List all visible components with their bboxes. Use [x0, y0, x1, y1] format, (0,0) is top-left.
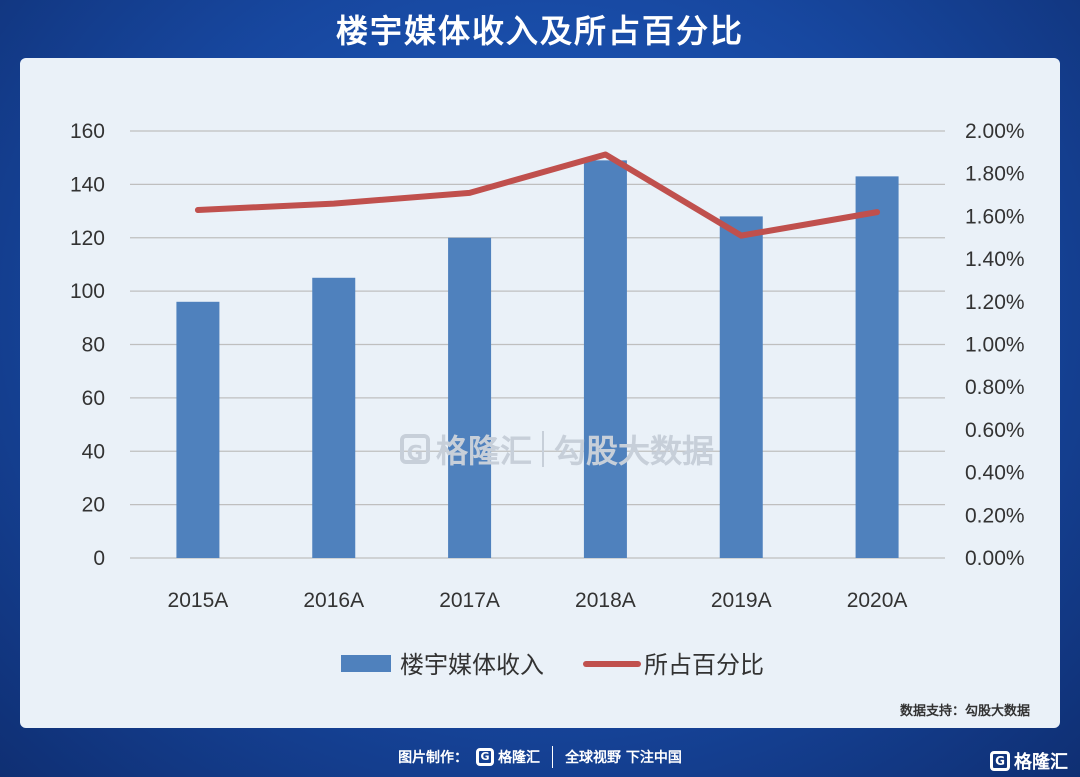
y2-tick-label: 1.60%: [965, 205, 1025, 228]
corner-logo-icon: G: [990, 751, 1010, 771]
y-tick-label: 0: [93, 547, 105, 570]
line-point: [739, 234, 743, 238]
bar: [855, 176, 899, 558]
footer-made-by: 图片制作：: [398, 750, 469, 766]
source-label: 数据支持：勾股大数据: [899, 704, 1030, 719]
corner-brand-text: 格隆汇: [1014, 752, 1068, 773]
bar: [448, 237, 492, 558]
y-tick-label: 60: [82, 387, 105, 410]
y2-tick-label: 1.80%: [965, 163, 1025, 186]
footer-divider: [552, 746, 554, 768]
line-point: [603, 152, 607, 156]
chart-panel: 0 20 40 60 80 100 120 140 160 0.00% 0.20% 0.40% 0.60…: [20, 58, 1060, 728]
y2-tick-label: 0.80%: [965, 376, 1025, 399]
corner-brand: G 格隆汇: [990, 748, 1068, 774]
line-point: [196, 208, 200, 212]
y-tick-label: 20: [82, 494, 105, 517]
bar: [719, 216, 763, 558]
y2-tick-label: 0.20%: [965, 504, 1025, 527]
x-tick-label: 2019A: [711, 589, 772, 612]
watermark-divider: [542, 431, 545, 467]
y2-tick-label: 1.00%: [965, 334, 1025, 357]
y-tick-label: 160: [70, 120, 105, 143]
y2-tick-label: 1.40%: [965, 248, 1025, 271]
footer-logo-icon: G: [476, 748, 495, 766]
x-tick-label: 2017A: [439, 589, 500, 612]
watermark-product: 勾股大数据: [554, 432, 715, 470]
legend-bar-swatch: [341, 655, 391, 672]
bar: [176, 301, 220, 558]
y-tick-label: 120: [70, 227, 105, 250]
y-tick-label: 140: [70, 173, 105, 196]
watermark-brand: 格隆汇: [436, 432, 533, 470]
x-tick-label: 2020A: [847, 589, 908, 612]
y2-tick-label: 0.60%: [965, 419, 1025, 442]
chart-svg: 0 20 40 60 80 100 120 140 160 0.00% 0.20% 0.40% 0.60…: [70, 120, 1025, 679]
footer-brand: 格隆汇: [498, 750, 541, 766]
x-tick-label: 2015A: [168, 589, 229, 612]
y2-tick-label: 1.20%: [965, 291, 1025, 314]
y-tick-label: 100: [70, 280, 105, 303]
legend-line-label: 所占百分比: [644, 652, 764, 679]
x-tick-label: 2016A: [303, 589, 364, 612]
y-tick-label: 80: [82, 334, 105, 357]
line-point: [468, 191, 472, 195]
line-point: [875, 210, 879, 214]
footer: 图片制作： G 格隆汇 全球视野 下注中国: [0, 742, 1080, 772]
footer-slogan: 全球视野 下注中国: [565, 750, 682, 766]
bar: [583, 160, 627, 558]
chart-title: 楼宇媒体收入及所占百分比: [335, 12, 744, 50]
x-tick-label: 2018A: [575, 589, 636, 612]
watermark-logo-icon: G: [400, 434, 430, 465]
y-tick-label: 40: [82, 440, 105, 463]
series-line: [194, 151, 881, 239]
y2-tick-label: 0.40%: [965, 462, 1025, 485]
bar: [312, 277, 356, 558]
y2-tick-label: 2.00%: [965, 120, 1025, 143]
line-point: [332, 202, 336, 206]
legend-bar-label: 楼宇媒体收入: [400, 652, 544, 679]
y2-tick-label: 0.00%: [965, 547, 1025, 570]
watermark: G 格隆汇 勾股大数据: [400, 426, 714, 472]
